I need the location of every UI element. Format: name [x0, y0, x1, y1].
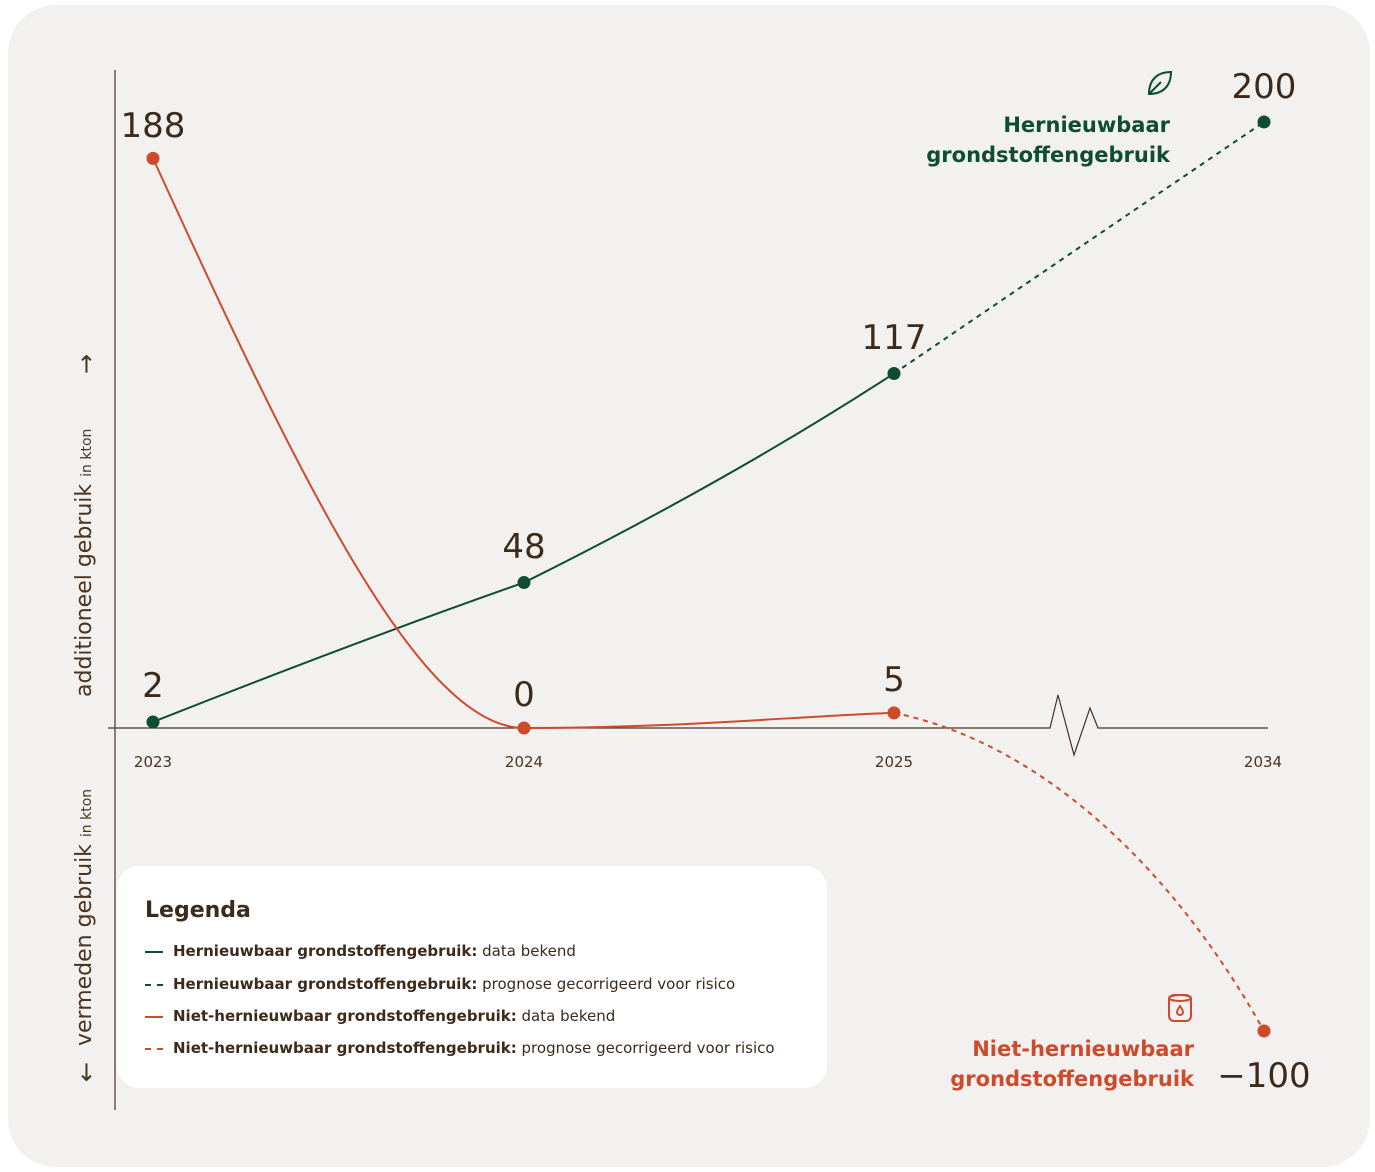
renewable-point [517, 576, 531, 590]
leaf-icon [1147, 70, 1173, 96]
axis-break [1040, 694, 1268, 758]
renewable-point [146, 715, 160, 729]
renewable-value-label: 117 [862, 318, 927, 358]
nonrenewable-line-forecast [893, 711, 1265, 1032]
legend-item: Hernieuwbaar grondstoffengebruik: data b… [145, 942, 576, 960]
legend: Legenda Hernieuwbaar grondstoffengebruik… [117, 866, 827, 1088]
renewable-value-label: 48 [502, 527, 545, 567]
renewable-line-forecast [893, 121, 1265, 375]
nonrenewable-value-label: 5 [883, 660, 905, 700]
nonrenewable-point [1257, 1024, 1271, 1038]
legend-swatch [145, 1047, 163, 1050]
legend-title: Legenda [145, 898, 251, 923]
nonrenewable-point [146, 151, 160, 165]
legend-item: Hernieuwbaar grondstoffengebruik: progno… [145, 975, 735, 993]
y-label-positive: additioneel gebruik in kton [72, 428, 97, 697]
legend-item: Niet-hernieuwbaar grondstoffengebruik: p… [145, 1039, 775, 1057]
renewable-point [887, 366, 901, 380]
renewable-value-label: 200 [1232, 67, 1297, 107]
renewable-value-label: 2 [142, 666, 164, 706]
nonrenewable-value-label: −100 [1217, 1056, 1310, 1096]
x-tick-label: 2023 [134, 753, 172, 771]
arrow-down-icon: ← [72, 1061, 101, 1083]
y-label-negative: vermeden gebruik in kton [72, 788, 97, 1046]
nonrenewable-value-label: 188 [121, 106, 186, 146]
legend-swatch [145, 950, 163, 953]
series-label-renewable: Hernieuwbaar grondstoffengebruik [926, 113, 1170, 167]
barrel-icon [1168, 994, 1192, 1022]
x-tick-label: 2024 [505, 753, 543, 771]
nonrenewable-line-known [152, 157, 895, 730]
nonrenewable-point [887, 706, 901, 720]
x-tick-label: 2025 [875, 753, 913, 771]
arrow-up-icon: → [72, 353, 101, 375]
nonrenewable-value-label: 0 [513, 675, 535, 715]
legend-item: Niet-hernieuwbaar grondstoffengebruik: d… [145, 1007, 615, 1025]
legend-swatch [145, 1015, 163, 1018]
nonrenewable-point [517, 721, 531, 735]
series-label-nonrenewable: Niet-hernieuwbaar grondstoffengebruik [950, 1037, 1194, 1091]
x-tick-label: 2034 [1244, 753, 1282, 771]
renewable-point [1257, 115, 1271, 129]
legend-swatch [145, 983, 163, 986]
